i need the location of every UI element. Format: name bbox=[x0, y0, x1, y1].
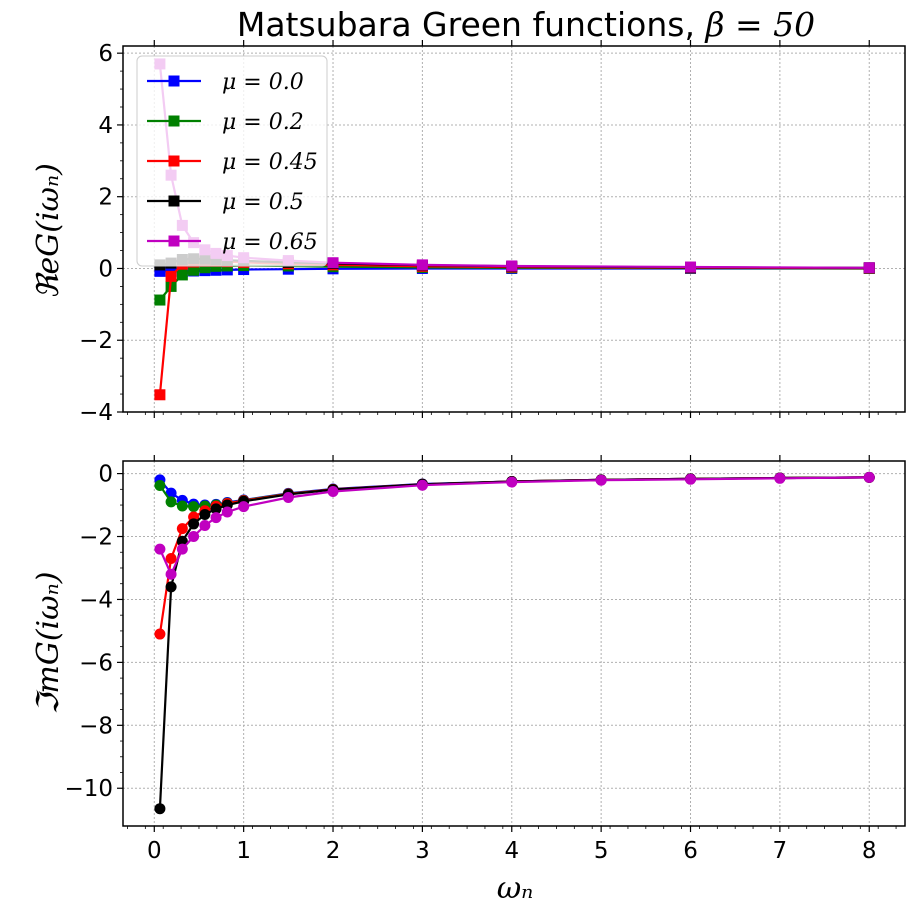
legend-label-0: μ = 0.0 bbox=[222, 70, 304, 95]
top-axes-frame bbox=[122, 45, 906, 413]
bottom-point-4-9 bbox=[327, 486, 339, 498]
bottom-point-4-0 bbox=[154, 543, 166, 555]
top-point-1-3 bbox=[188, 264, 200, 276]
bottom-point-2-1 bbox=[165, 553, 177, 565]
top-point-1-2 bbox=[176, 269, 188, 281]
top-point-4-11 bbox=[506, 260, 518, 272]
bottom-ytick-label-1: −8 bbox=[79, 713, 113, 739]
legend-marker-1 bbox=[168, 115, 180, 127]
bottom-ytick-label-2: −6 bbox=[79, 650, 113, 676]
bottom-point-3-4 bbox=[199, 508, 211, 520]
bottom-point-2-0 bbox=[154, 628, 166, 640]
bottom-xtick-label-2: 2 bbox=[326, 838, 341, 864]
bottom-point-4-5 bbox=[210, 512, 222, 524]
bottom-series-3 bbox=[154, 471, 875, 815]
top-point-1-4 bbox=[199, 262, 211, 274]
bottom-panel-imag-part: −10 −8 −6 −4 −2 0 0 1 2 3 4 5 6 7 8 bbox=[64, 455, 906, 864]
top-point-1-0 bbox=[154, 294, 166, 306]
bottom-point-3-1 bbox=[165, 581, 177, 593]
top-ytick-label-0: −4 bbox=[79, 400, 113, 426]
bottom-ytick-label-3: −4 bbox=[79, 587, 113, 613]
top-point-4-13 bbox=[863, 262, 875, 274]
bottom-point-4-8 bbox=[282, 492, 294, 503]
legend-marker-4 bbox=[168, 235, 180, 247]
legend-marker-2 bbox=[168, 155, 180, 167]
legend-label-4: μ = 0.65 bbox=[222, 230, 318, 255]
bottom-point-1-0 bbox=[154, 480, 166, 492]
bottom-xtick-label-0: 0 bbox=[147, 838, 162, 864]
bottom-point-3-2 bbox=[176, 535, 188, 547]
bottom-point-0-1 bbox=[165, 487, 177, 499]
bottom-point-2-2 bbox=[176, 523, 188, 535]
bottom-xtick-label-3: 3 bbox=[415, 838, 430, 864]
top-point-2-1 bbox=[165, 270, 177, 282]
legend-box bbox=[136, 55, 328, 267]
top-point-4-10 bbox=[416, 259, 428, 271]
top-ytick-label-5: 6 bbox=[98, 41, 113, 67]
bottom-point-3-3 bbox=[188, 518, 200, 530]
bottom-series-2 bbox=[154, 471, 875, 640]
bottom-xtick-label-4: 4 bbox=[504, 838, 519, 864]
bottom-point-4-14 bbox=[774, 472, 786, 484]
bottom-point-4-1 bbox=[165, 568, 177, 580]
legend-label-2: μ = 0.45 bbox=[222, 150, 318, 175]
bottom-point-1-1 bbox=[165, 496, 177, 508]
bottom-point-4-11 bbox=[506, 476, 518, 488]
bottom-point-4-6 bbox=[221, 506, 233, 518]
bottom-point-1-2 bbox=[176, 500, 188, 512]
legend-label-1: μ = 0.2 bbox=[222, 110, 304, 135]
bottom-point-4-7 bbox=[238, 501, 250, 513]
top-series-2 bbox=[154, 255, 875, 401]
bottom-plot-area bbox=[154, 471, 875, 815]
bottom-series-line-3 bbox=[158, 476, 870, 809]
top-point-4-9 bbox=[327, 257, 339, 269]
bottom-point-4-4 bbox=[199, 520, 211, 532]
bottom-point-3-5 bbox=[210, 503, 222, 515]
bottom-ytick-label-4: −2 bbox=[79, 525, 113, 551]
bottom-point-4-3 bbox=[188, 531, 200, 543]
legend-marker-3 bbox=[168, 195, 180, 207]
bottom-series-line-4 bbox=[158, 476, 870, 578]
top-point-2-0 bbox=[154, 389, 166, 401]
legend-marker-0 bbox=[168, 75, 180, 87]
top-point-4-12 bbox=[685, 261, 697, 273]
bottom-point-4-2 bbox=[176, 543, 188, 555]
bottom-xtick-label-8: 8 bbox=[862, 838, 877, 864]
bottom-point-4-13 bbox=[685, 473, 697, 485]
bottom-xtick-label-1: 1 bbox=[236, 838, 251, 864]
top-ytick-label-3: 2 bbox=[98, 185, 113, 211]
bottom-axes-frame bbox=[122, 460, 906, 827]
top-point-0-0 bbox=[154, 265, 166, 277]
top-ytick-label-2: 0 bbox=[98, 256, 113, 282]
bottom-xtick-label-5: 5 bbox=[594, 838, 609, 864]
top-ytick-label-4: 4 bbox=[98, 113, 113, 139]
bottom-point-4-15 bbox=[863, 471, 875, 483]
bottom-series-4 bbox=[154, 471, 875, 580]
bottom-xtick-label-7: 7 bbox=[773, 838, 788, 864]
top-ylabel: ℜeG(iωₙ) bbox=[31, 163, 66, 299]
title-beta: β = 50 bbox=[703, 5, 815, 44]
chart-title: Matsubara Green functions, β = 50 bbox=[237, 5, 815, 44]
bottom-ytick-label-0: −10 bbox=[64, 776, 113, 802]
legend-label-3: μ = 0.5 bbox=[222, 190, 304, 215]
top-ytick-label-1: −2 bbox=[79, 328, 113, 354]
bottom-point-1-3 bbox=[188, 501, 200, 513]
bottom-xlabel: ωₙ bbox=[497, 871, 534, 906]
bottom-point-4-10 bbox=[416, 479, 428, 491]
bottom-xtick-label-6: 6 bbox=[683, 838, 698, 864]
bottom-ylabel: ℑmG(iωₙ) bbox=[31, 572, 66, 715]
bottom-point-4-12 bbox=[595, 474, 607, 486]
legend: μ = 0.0 μ = 0.2 μ = 0.45 μ = 0.5 μ = 0.65 bbox=[136, 55, 328, 267]
title-prefix: Matsubara Green functions, bbox=[237, 5, 706, 44]
top-series-line-2 bbox=[158, 260, 870, 395]
bottom-ytick-label-5: 0 bbox=[98, 462, 113, 488]
bottom-point-3-0 bbox=[154, 803, 166, 815]
